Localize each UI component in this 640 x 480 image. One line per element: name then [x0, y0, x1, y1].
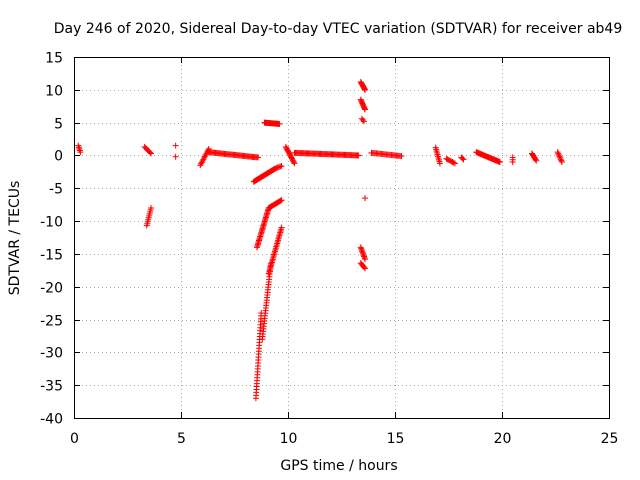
data-point	[362, 195, 369, 202]
y-tick-label: -5	[49, 182, 63, 198]
x-tick-label: 10	[280, 431, 298, 447]
data-point	[555, 150, 562, 157]
data-point	[460, 156, 467, 163]
data-point	[533, 157, 540, 164]
data-point	[172, 153, 179, 160]
y-tick-label: -40	[40, 412, 63, 428]
data-point	[277, 197, 284, 204]
data-point	[274, 164, 281, 171]
data-point	[355, 152, 362, 159]
data-point	[558, 159, 565, 166]
x-tick-label: 25	[601, 431, 619, 447]
x-tick-label: 15	[387, 431, 405, 447]
data-point	[362, 256, 369, 263]
data-points	[75, 78, 565, 402]
data-point	[554, 149, 561, 156]
data-point	[276, 164, 283, 171]
data-point	[556, 153, 563, 160]
data-point	[509, 159, 516, 166]
data-point	[459, 155, 466, 162]
y-tick-label: -15	[40, 248, 63, 264]
data-point	[558, 157, 565, 164]
data-point	[273, 165, 280, 172]
data-point	[450, 159, 457, 166]
data-point	[398, 153, 405, 160]
data-point	[290, 159, 297, 166]
data-point	[278, 197, 285, 204]
y-tick-label: 10	[45, 84, 63, 100]
x-tick-label: 5	[177, 431, 186, 447]
y-tick-label: -25	[40, 314, 63, 330]
data-point	[148, 204, 155, 211]
data-point	[148, 150, 155, 157]
y-tick-label: -20	[40, 281, 63, 297]
x-axis-label: GPS time / hours	[280, 458, 397, 474]
data-point	[362, 265, 369, 272]
data-point	[291, 160, 298, 167]
data-point	[557, 156, 564, 163]
y-axis-label: SDTVAR / TECUs	[7, 181, 23, 296]
data-point	[451, 160, 458, 167]
data-point	[272, 165, 279, 172]
data-point	[362, 106, 369, 113]
data-point	[77, 149, 84, 156]
data-point	[555, 151, 562, 158]
y-tick-label: -10	[40, 215, 63, 231]
y-tick-label: 5	[54, 117, 63, 133]
y-tick-label: -30	[40, 346, 63, 362]
data-point	[436, 160, 443, 167]
data-point	[277, 163, 284, 170]
data-point	[532, 156, 539, 163]
chart-title: Day 246 of 2020, Sidereal Day-to-day VTE…	[54, 21, 623, 37]
data-point	[360, 118, 367, 125]
x-tick-label: 20	[494, 431, 512, 447]
plot-frame	[74, 57, 610, 419]
data-point	[278, 162, 285, 169]
data-point	[362, 86, 369, 93]
data-point	[146, 149, 153, 156]
data-point	[276, 120, 283, 127]
data-point	[172, 142, 179, 149]
data-point	[361, 264, 368, 271]
data-point	[278, 224, 285, 231]
y-tick-label: 15	[45, 51, 63, 67]
y-tick-label: -35	[40, 379, 63, 395]
data-point	[255, 154, 262, 161]
axis-ticks: 0 5 10 15 20 25 15 10 5 0 -5 -10 -15 -20 -25 -30 -35 -40	[40, 51, 618, 448]
y-tick-label: 0	[54, 149, 63, 165]
data-point	[496, 159, 503, 166]
data-point	[557, 154, 564, 161]
x-tick-label: 0	[70, 431, 79, 447]
data-point	[359, 117, 366, 124]
grid	[74, 57, 609, 418]
